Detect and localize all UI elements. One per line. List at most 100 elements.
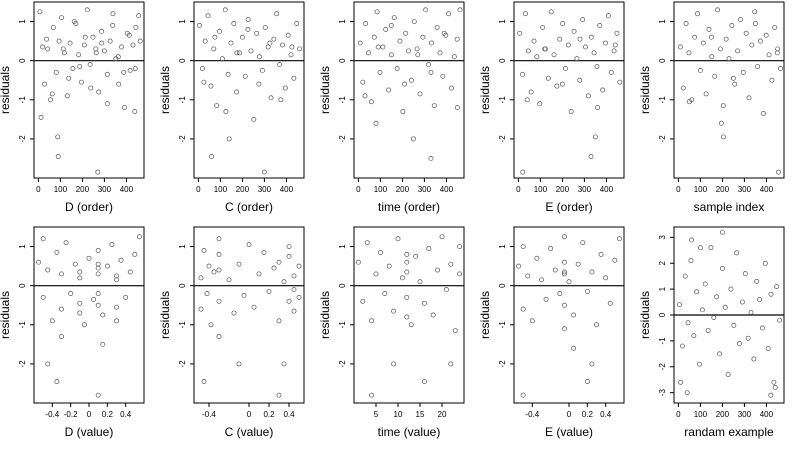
x-tick-label: 300 (418, 185, 432, 194)
data-point (739, 299, 745, 305)
data-point (400, 109, 406, 114)
data-point (769, 77, 775, 83)
data-point (81, 322, 87, 328)
data-point (236, 261, 242, 267)
data-point (404, 251, 410, 257)
data-point (231, 21, 237, 26)
data-point (719, 265, 725, 271)
data-point (600, 87, 606, 93)
y-tick-label: -2 (18, 135, 27, 143)
y-tick-label: -1 (178, 96, 187, 104)
data-point (383, 26, 389, 32)
data-point (93, 46, 99, 52)
data-point (545, 75, 551, 81)
data-point (588, 154, 594, 159)
data-point (126, 32, 132, 38)
data-point (54, 379, 60, 384)
data-point (552, 267, 558, 273)
data-point (114, 318, 119, 324)
x-axis-label: E (order) (545, 200, 592, 214)
data-point (204, 291, 210, 296)
data-point (277, 62, 283, 68)
data-point (591, 50, 597, 56)
data-point (417, 279, 423, 285)
data-point (115, 54, 121, 60)
data-point (584, 379, 590, 384)
data-point (59, 334, 64, 339)
data-point (216, 267, 222, 273)
data-point (50, 24, 56, 30)
data-point (291, 273, 297, 279)
data-point (709, 54, 715, 60)
data-point (561, 269, 567, 275)
data-point (686, 50, 692, 56)
data-point (737, 17, 743, 23)
data-point (369, 392, 375, 398)
x-tick-label: 400 (120, 185, 134, 194)
data-point (104, 101, 110, 107)
x-tick-label: 400 (440, 185, 454, 194)
data-point (731, 322, 737, 328)
data-point (697, 361, 702, 367)
data-point (254, 30, 260, 36)
data-point (241, 292, 247, 298)
data-point (565, 42, 571, 48)
data-point (127, 67, 133, 73)
data-point (77, 64, 83, 69)
data-point (537, 101, 543, 107)
data-point (212, 34, 218, 40)
plot-frame (353, 226, 465, 404)
data-point (271, 36, 277, 42)
data-point (127, 269, 133, 275)
x-tick-label: 400 (280, 185, 294, 194)
data-point (211, 269, 217, 275)
y-tick-label: 0 (18, 58, 27, 63)
data-point (95, 271, 101, 277)
data-point (554, 83, 560, 89)
data-point (520, 392, 526, 398)
y-tick-label: 1 (498, 244, 507, 249)
data-point (428, 155, 434, 161)
x-tick-label: 300 (738, 185, 752, 194)
data-point (251, 116, 257, 122)
x-tick-label: 0 (676, 185, 681, 194)
data-point (219, 56, 225, 62)
data-point (88, 85, 94, 91)
chart-panel-6: -0.4 -0.2 0 0.2 0.4 -2 -1 0 1 D (value) residuals (0, 226, 145, 439)
data-point (265, 44, 271, 50)
data-point (377, 249, 383, 255)
data-point (391, 308, 397, 314)
data-point (276, 392, 282, 398)
data-point (559, 81, 565, 87)
data-point (612, 42, 618, 48)
plot-frame (513, 1, 625, 179)
data-point (248, 48, 254, 54)
data-point (61, 50, 67, 56)
data-point (720, 103, 726, 109)
data-point (59, 271, 64, 277)
y-axis-label: residuals (638, 66, 652, 114)
data-point (217, 28, 222, 34)
data-point (386, 87, 391, 93)
data-point (571, 345, 577, 351)
chart-panel-7: -0.4 0 0.2 0.4 -2 -1 0 1 C (value) residuals (158, 226, 305, 439)
y-tick-label: 0 (498, 283, 507, 288)
data-point (276, 318, 282, 324)
data-point (686, 99, 692, 105)
data-point (539, 277, 544, 283)
data-point (708, 34, 714, 40)
data-point (684, 390, 690, 396)
x-tick-label: 400 (600, 185, 614, 194)
data-point (296, 294, 302, 300)
data-point (256, 271, 262, 277)
data-point (369, 318, 375, 324)
data-point (719, 229, 725, 235)
y-tick-label: 1 (498, 19, 507, 24)
data-point (430, 312, 436, 318)
data-point (528, 89, 534, 95)
data-point (209, 154, 215, 159)
data-point (607, 300, 613, 306)
data-point (386, 263, 392, 269)
data-point (694, 289, 700, 295)
data-point (688, 258, 694, 264)
